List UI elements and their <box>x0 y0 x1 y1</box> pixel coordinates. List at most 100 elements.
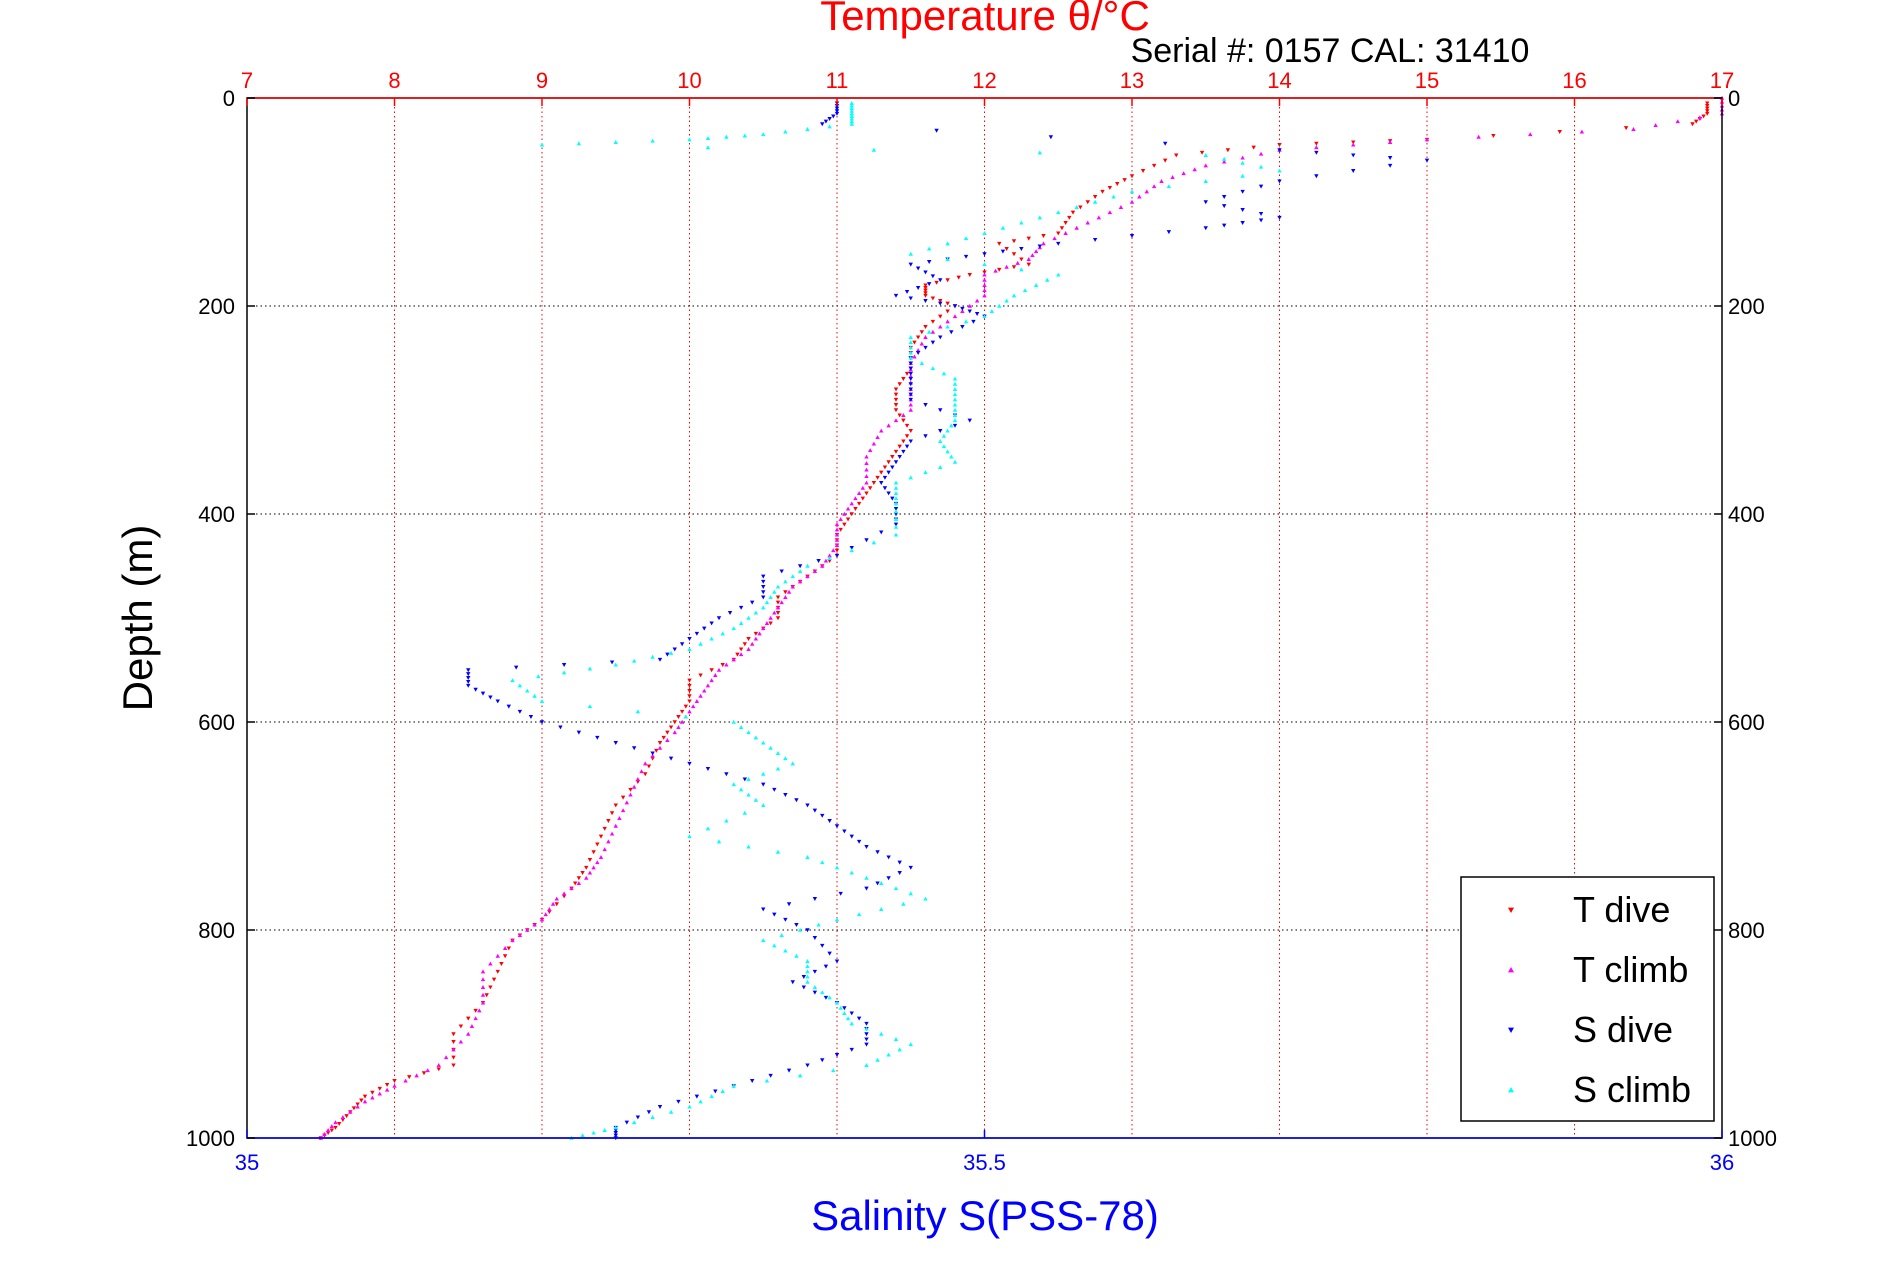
data-point <box>786 1068 792 1073</box>
data-point <box>525 688 530 693</box>
data-point <box>1240 208 1245 212</box>
data-point <box>820 813 825 818</box>
data-point <box>1115 182 1120 186</box>
data-point <box>687 678 692 683</box>
data-point <box>893 509 899 514</box>
data-point <box>558 725 563 730</box>
data-point <box>952 304 958 309</box>
data-point <box>838 891 843 896</box>
data-point <box>1070 210 1076 215</box>
data-point <box>864 1063 869 1067</box>
data-point <box>1111 194 1116 199</box>
data-point <box>480 992 486 997</box>
data-point <box>794 798 799 803</box>
data-point <box>952 413 958 417</box>
data-point <box>1085 200 1090 205</box>
data-point <box>805 969 810 974</box>
data-point <box>963 254 969 259</box>
data-point <box>654 748 659 753</box>
data-point <box>746 637 751 641</box>
data-point <box>908 891 913 896</box>
data-point <box>650 751 655 756</box>
data-point <box>1258 151 1264 156</box>
data-point <box>761 938 766 943</box>
data-point <box>823 964 829 969</box>
data-point <box>1221 159 1227 164</box>
data-point <box>738 725 744 729</box>
data-point <box>576 881 582 885</box>
data-point <box>598 834 604 839</box>
data-point <box>746 615 751 620</box>
data-point <box>842 511 847 516</box>
data-point <box>923 270 928 275</box>
data-point <box>731 782 736 787</box>
temperature-tick-label: 11 <box>826 68 849 93</box>
data-point <box>945 301 950 306</box>
data-point <box>897 413 902 418</box>
temperature-tick-label: 12 <box>972 68 996 93</box>
data-point <box>679 719 685 724</box>
data-point <box>628 787 633 792</box>
data-point <box>864 875 869 880</box>
data-point <box>643 761 648 766</box>
data-point <box>491 977 497 982</box>
data-series-layer <box>318 95 1725 1141</box>
data-point <box>1192 167 1197 172</box>
data-point <box>584 875 589 880</box>
salinity-tick-label: 35 <box>235 1150 259 1175</box>
data-point <box>904 289 910 294</box>
data-point <box>569 886 574 891</box>
data-point <box>340 1115 346 1119</box>
data-point <box>974 298 980 303</box>
data-point <box>377 1091 382 1096</box>
data-point <box>923 434 928 439</box>
data-point <box>882 465 888 470</box>
data-point <box>805 803 810 808</box>
data-point <box>893 491 899 495</box>
data-point <box>458 1024 464 1029</box>
depth-tick-label-right: 400 <box>1728 502 1765 527</box>
data-point <box>1144 189 1149 194</box>
data-point <box>1041 241 1046 246</box>
data-point <box>893 480 899 485</box>
data-point <box>960 325 965 329</box>
data-point <box>908 345 913 350</box>
data-point <box>849 1021 854 1026</box>
data-point <box>834 824 840 829</box>
data-point <box>735 652 740 657</box>
data-point <box>539 699 545 703</box>
data-point <box>407 1075 412 1080</box>
data-point <box>772 943 777 948</box>
data-point <box>591 850 596 855</box>
data-point <box>952 392 958 397</box>
data-point <box>982 231 987 235</box>
data-point <box>827 559 832 563</box>
data-point <box>923 335 928 339</box>
data-point <box>687 683 692 688</box>
data-point <box>451 1040 456 1044</box>
data-point <box>805 127 810 131</box>
data-point <box>513 665 519 670</box>
series-t-dive <box>318 101 1710 1141</box>
data-point <box>650 1115 655 1119</box>
data-point <box>344 1114 349 1119</box>
data-point <box>348 1109 353 1114</box>
data-point <box>853 496 858 501</box>
data-point <box>901 439 906 444</box>
data-point <box>820 122 825 127</box>
data-point <box>952 387 958 391</box>
data-point <box>602 847 607 852</box>
legend-marker-s-climb <box>1508 1087 1514 1093</box>
data-point <box>761 605 766 610</box>
data-point <box>1011 293 1017 298</box>
data-point <box>775 611 781 615</box>
data-point <box>834 1000 840 1005</box>
data-point <box>709 621 714 626</box>
data-point <box>875 435 880 440</box>
data-point <box>879 470 884 475</box>
data-point <box>1129 189 1135 194</box>
data-point <box>864 538 869 543</box>
data-point <box>694 631 700 636</box>
data-point <box>1026 236 1031 241</box>
data-point <box>1063 221 1068 225</box>
